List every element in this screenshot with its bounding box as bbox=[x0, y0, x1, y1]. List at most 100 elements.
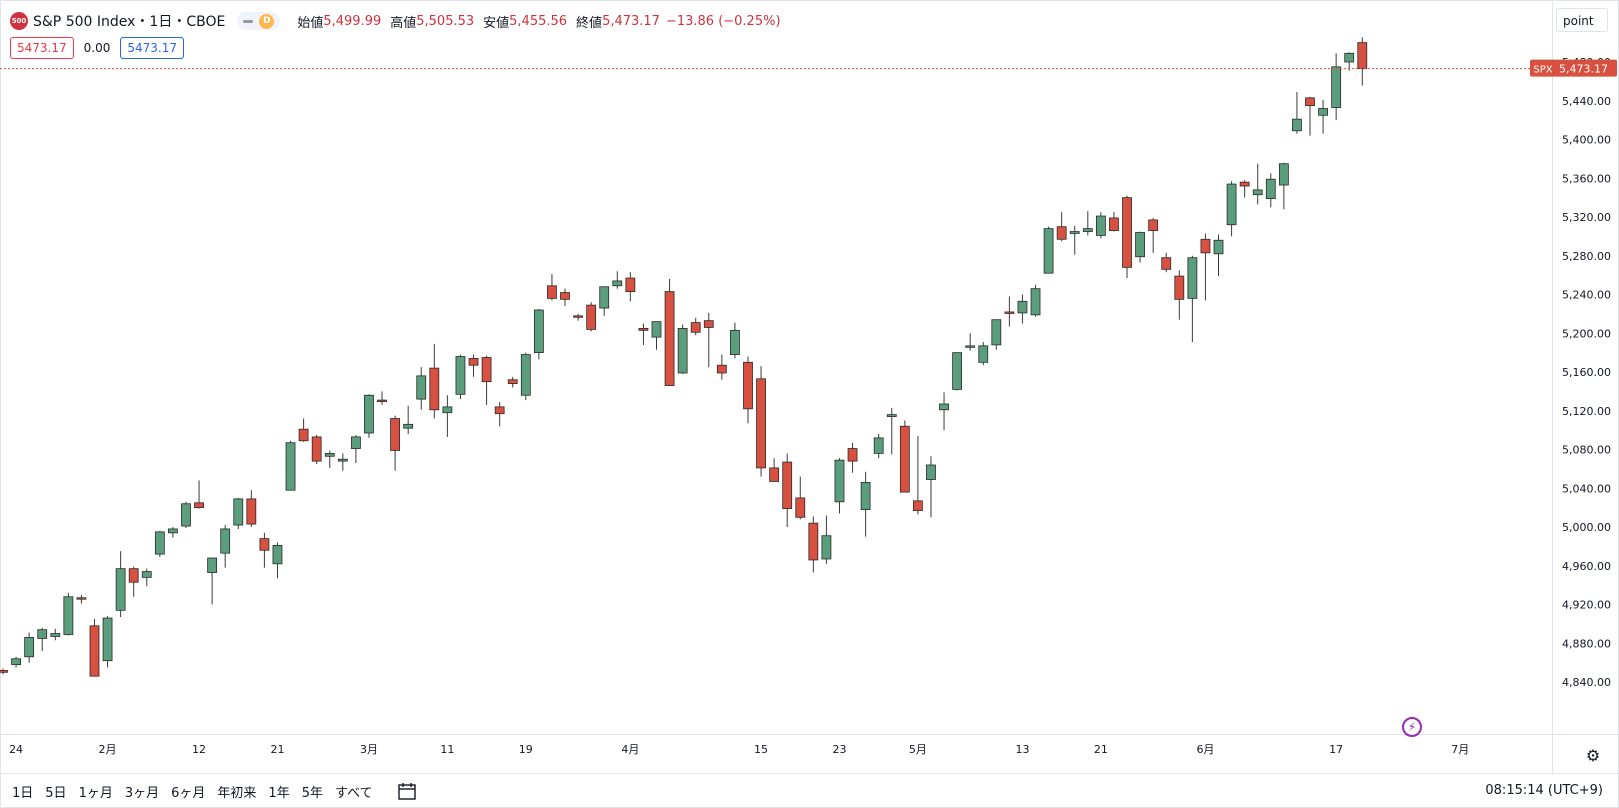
candle-body bbox=[730, 329, 740, 355]
price-tick-label: 5,000.00 bbox=[1562, 521, 1611, 534]
time-tick-label: 2月 bbox=[99, 743, 117, 756]
price-tick-label: 5,240.00 bbox=[1562, 289, 1611, 302]
candle-body bbox=[416, 375, 427, 400]
candle-body bbox=[782, 461, 793, 509]
lightning-icon[interactable]: ⚡ bbox=[1402, 717, 1422, 737]
candle-body bbox=[638, 328, 649, 331]
price-tick-label: 5,400.00 bbox=[1562, 134, 1611, 147]
candle-body bbox=[246, 498, 257, 525]
candle-body bbox=[390, 418, 401, 451]
spread-value: 0.00 bbox=[83, 41, 111, 55]
candle-body bbox=[860, 482, 871, 510]
candle-body bbox=[821, 535, 832, 560]
calendar-icon[interactable] bbox=[397, 781, 417, 801]
candle-body bbox=[1292, 118, 1302, 132]
symbol-header: 500 S&P 500 Index・1日・CBOE D 始値 5,499.99 高… bbox=[10, 10, 787, 32]
price-tick-label: 5,320.00 bbox=[1562, 211, 1611, 224]
range-button-2[interactable]: 1ヶ月 bbox=[78, 785, 113, 801]
candle-body bbox=[899, 425, 910, 493]
price-scale-mode[interactable]: point bbox=[1556, 8, 1608, 32]
range-button-6[interactable]: 1年 bbox=[268, 785, 290, 801]
candle-body bbox=[873, 437, 884, 454]
candle-body bbox=[429, 367, 440, 411]
candle-body bbox=[1174, 275, 1185, 300]
last-price-value-bg bbox=[1554, 59, 1617, 77]
candle-body bbox=[89, 625, 100, 677]
candle-body bbox=[1278, 163, 1289, 186]
candle-body bbox=[377, 399, 387, 402]
candlestick-chart[interactable]: 4,840.00 4,880.00 4,920.00 4,960.00 5,000.00… bbox=[0, 0, 1619, 774]
candle-body bbox=[743, 361, 753, 410]
candle-body bbox=[102, 617, 113, 662]
candle-body bbox=[0, 669, 8, 673]
change-value: −13.86 (−0.25%) bbox=[665, 13, 781, 29]
candle-body bbox=[63, 596, 74, 635]
price-tick-label: 4,920.00 bbox=[1562, 599, 1611, 612]
time-tick-label: 23 bbox=[832, 743, 846, 756]
sell-price-box[interactable]: 5473.17 bbox=[10, 37, 74, 59]
clock[interactable]: 08:15:14 (UTC+9) bbox=[1485, 783, 1603, 798]
candle-body bbox=[625, 277, 636, 292]
candle-body bbox=[926, 464, 936, 480]
buy-price-box[interactable]: 5473.17 bbox=[120, 37, 184, 59]
low-label: 安値 bbox=[483, 15, 510, 31]
time-tick-label: 13 bbox=[1015, 743, 1029, 756]
candle-body bbox=[599, 286, 610, 309]
time-axis[interactable]: 24 2月 12 21 3月 11 19 4月 15 23 5月 13 21 6月 17 7月 bbox=[0, 734, 1619, 774]
gear-icon[interactable]: ⚙ bbox=[1585, 745, 1601, 765]
range-button-4[interactable]: 6ヶ月 bbox=[171, 785, 206, 801]
high-label: 高値 bbox=[390, 15, 417, 31]
candle-body bbox=[233, 498, 244, 526]
candle-body bbox=[769, 467, 780, 482]
candle-body bbox=[285, 442, 296, 491]
candle-body bbox=[847, 448, 858, 462]
candle-body bbox=[468, 358, 479, 366]
candle-body bbox=[37, 629, 48, 639]
candle-body bbox=[939, 403, 949, 411]
candle-body bbox=[1095, 215, 1106, 236]
price-tick-label: 5,080.00 bbox=[1562, 444, 1611, 457]
price-axis[interactable]: 4,840.00 4,880.00 4,920.00 4,960.00 5,000.00… bbox=[1552, 0, 1611, 774]
price-tick-label: 5,200.00 bbox=[1562, 327, 1611, 340]
candle-body bbox=[1056, 226, 1067, 240]
candle-body bbox=[364, 394, 374, 434]
dash-icon bbox=[243, 19, 254, 23]
range-button-0[interactable]: 1日 bbox=[12, 785, 34, 801]
symbol-badge-icon[interactable]: 500 bbox=[10, 12, 28, 30]
candle-body bbox=[703, 320, 714, 328]
candle-body bbox=[612, 280, 623, 287]
candle-body bbox=[560, 292, 570, 300]
time-tick-label: 6月 bbox=[1196, 743, 1214, 756]
candle-body bbox=[24, 637, 35, 658]
candle-body bbox=[991, 319, 1002, 346]
time-tick-label: 24 bbox=[9, 743, 23, 756]
time-tick-label: 21 bbox=[270, 743, 284, 756]
candle-body bbox=[50, 633, 61, 637]
high-value: 5,505.53 bbox=[416, 13, 475, 29]
candle-body bbox=[1187, 257, 1198, 299]
interval-badge: D bbox=[259, 13, 275, 29]
range-button-3[interactable]: 3ヶ月 bbox=[124, 785, 160, 801]
price-tick-label: 4,960.00 bbox=[1562, 560, 1611, 573]
candle-body bbox=[76, 597, 87, 600]
last-price-symbol-bg bbox=[1530, 59, 1556, 77]
candle-body bbox=[1082, 228, 1093, 232]
range-button-5[interactable]: 年初来 bbox=[217, 785, 257, 801]
range-button-8[interactable]: すべて bbox=[334, 785, 373, 801]
range-button-7[interactable]: 5年 bbox=[301, 785, 323, 801]
symbol-title[interactable]: S&P 500 Index・1日・CBOE bbox=[33, 14, 226, 30]
candle-body bbox=[1265, 178, 1276, 199]
candle-body bbox=[350, 436, 361, 449]
candle-body bbox=[141, 571, 152, 578]
range-button-1[interactable]: 5日 bbox=[45, 785, 67, 801]
low-value: 5,455.56 bbox=[509, 13, 568, 29]
candle-body bbox=[520, 354, 531, 396]
price-tick-label: 5,120.00 bbox=[1562, 405, 1611, 418]
open-value: 5,499.99 bbox=[323, 13, 382, 29]
candle-body bbox=[1148, 219, 1159, 231]
candle-body bbox=[1109, 217, 1119, 231]
interval-pill[interactable]: D bbox=[237, 12, 281, 30]
last-price-value: 5,473.17 bbox=[1559, 63, 1608, 76]
time-tick-label: 7月 bbox=[1451, 743, 1469, 756]
time-tick-label: 15 bbox=[754, 743, 768, 756]
